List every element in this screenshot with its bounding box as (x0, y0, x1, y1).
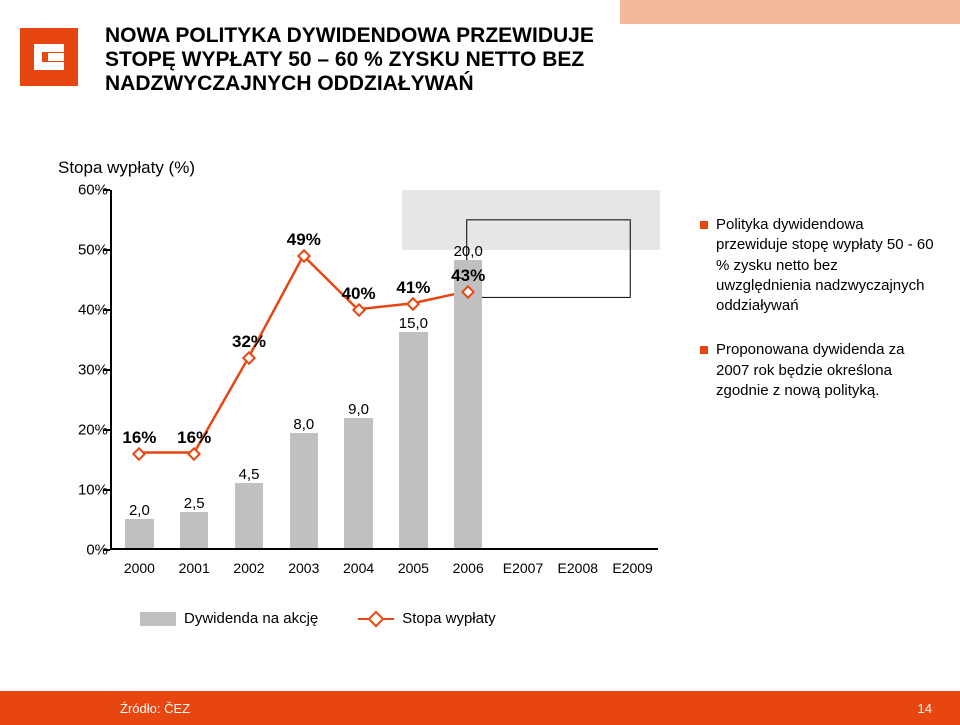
x-category-label: 2000 (124, 560, 155, 576)
bar (180, 512, 208, 548)
y-tick-mark (103, 189, 110, 191)
bar (125, 519, 153, 548)
x-category-label: 2006 (453, 560, 484, 576)
y-tick-mark (103, 249, 110, 251)
x-category-label: 2001 (179, 560, 210, 576)
bullet-item: Polityka dywidendowa przewiduje stopę wy… (700, 215, 935, 316)
footer: Źródło: ČEZ 14 (0, 691, 960, 725)
line-value-label: 32% (232, 332, 266, 352)
bar-value-label: 2,5 (184, 495, 205, 512)
page-title: NOWA POLITYKA DYWIDENDOWA PRZEWIDUJE STO… (105, 24, 625, 96)
legend-bar-label: Dywidenda na akcję (184, 610, 318, 627)
chart: 2000 2001 2002 2003 2004 2005 2006 E2007 E2008 E2… (58, 190, 658, 590)
line-value-label: 41% (396, 278, 430, 298)
decorative-corner (610, 0, 960, 24)
x-category-label: E2007 (503, 560, 543, 576)
bullet-text: Polityka dywidendowa przewiduje stopę wy… (716, 215, 935, 316)
legend-bar-swatch (140, 612, 176, 626)
bullet-item: Proponowana dywidenda za 2007 rok będzie… (700, 340, 935, 401)
line-value-label: 16% (122, 428, 156, 448)
bar (399, 332, 427, 548)
bar-value-label: 9,0 (348, 401, 369, 418)
line-value-label: 43% (451, 266, 485, 286)
cez-logo (20, 28, 78, 86)
bullet-text: Proponowana dywidenda za 2007 rok będzie… (716, 340, 935, 401)
bullet-marker (700, 346, 708, 354)
y-tick-mark (103, 549, 110, 551)
legend-bar: Dywidenda na akcję (140, 610, 318, 627)
chart-subtitle: Stopa wypłaty (%) (58, 158, 195, 178)
x-category-label: 2004 (343, 560, 374, 576)
bar-value-label: 15,0 (399, 315, 428, 332)
legend: Dywidenda na akcję Stopa wypłaty (140, 610, 496, 627)
line-value-label: 16% (177, 428, 211, 448)
line-value-label: 40% (342, 284, 376, 304)
y-tick-mark (103, 369, 110, 371)
footer-page: 14 (918, 701, 932, 716)
bar-value-label: 8,0 (293, 416, 314, 433)
y-tick-label: 10% (58, 482, 108, 499)
line-value-label: 49% (287, 230, 321, 250)
y-tick-mark (103, 309, 110, 311)
footer-source: Źródło: ČEZ (120, 701, 190, 716)
y-tick-label: 0% (58, 542, 108, 559)
y-tick-mark (103, 429, 110, 431)
legend-line-label: Stopa wypłaty (402, 610, 495, 627)
plot-area: 2000200120022003200420052006E2007E2008E2… (110, 190, 658, 550)
y-tick-label: 50% (58, 242, 108, 259)
bar-value-label: 20,0 (454, 243, 483, 260)
x-category-label: 2002 (233, 560, 264, 576)
legend-line-swatch (358, 618, 394, 620)
header: NOWA POLITYKA DYWIDENDOWA PRZEWIDUJE STO… (0, 0, 620, 140)
bar-value-label: 2,0 (129, 502, 150, 519)
side-bullets: Polityka dywidendowa przewiduje stopę wy… (700, 215, 935, 425)
bar-value-label: 4,5 (239, 466, 260, 483)
x-category-label: 2003 (288, 560, 319, 576)
legend-line: Stopa wypłaty (358, 610, 495, 627)
bullet-marker (700, 221, 708, 229)
y-tick-label: 60% (58, 182, 108, 199)
x-category-label: 2005 (398, 560, 429, 576)
y-tick-mark (103, 489, 110, 491)
bar (344, 418, 372, 548)
bar (235, 483, 263, 548)
bar (290, 433, 318, 548)
y-tick-label: 40% (58, 302, 108, 319)
x-category-label: E2008 (558, 560, 598, 576)
y-tick-label: 20% (58, 422, 108, 439)
y-tick-label: 30% (58, 362, 108, 379)
bar (454, 260, 482, 548)
x-category-label: E2009 (612, 560, 652, 576)
